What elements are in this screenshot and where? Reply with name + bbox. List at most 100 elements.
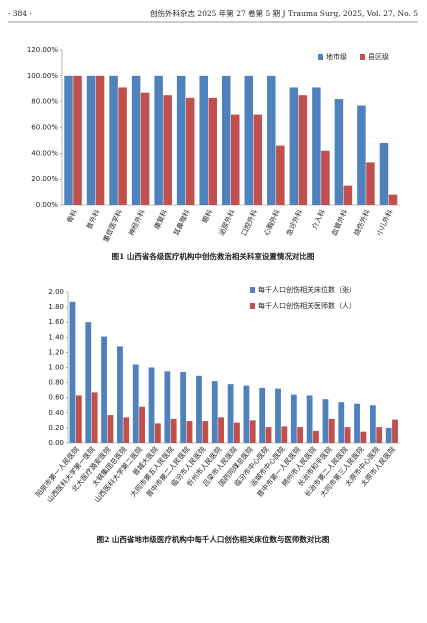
bar [140, 92, 150, 205]
x-tick-label: 眼科 [200, 208, 214, 224]
figure-caption: 图2 山西省地市级医疗机构中每千人口创伤相关床位数与医师数对比图 [97, 534, 330, 544]
bar [328, 418, 335, 443]
bar [289, 87, 299, 205]
bar [95, 75, 105, 205]
bar [107, 415, 114, 443]
bar [208, 97, 217, 205]
bar [91, 392, 98, 443]
x-tick-label: 普外科 [84, 208, 101, 231]
bar [306, 395, 313, 443]
y-tick-label: 0.00% [36, 201, 59, 209]
y-tick-label: 120.00% [27, 46, 58, 54]
y-tick-label: 1.40 [48, 333, 64, 341]
bar [211, 381, 218, 443]
bar [313, 430, 319, 443]
y-tick-label: 2.00 [48, 288, 64, 296]
bar [132, 364, 139, 443]
y-tick-label: 0.40 [48, 409, 64, 417]
bar [276, 145, 285, 205]
bar [154, 75, 163, 205]
running-header: 创伤外科杂志 2025 年第 27 卷第 5 期 J Trauma Surg, … [150, 8, 418, 18]
bar [297, 427, 304, 443]
bar [85, 322, 92, 443]
bar [338, 402, 345, 443]
y-tick-label: 0.20 [48, 424, 64, 432]
bar [344, 427, 351, 443]
x-tick-label: 急诊外科 [284, 208, 304, 237]
bar [290, 394, 297, 443]
y-tick-label: 20.00% [31, 175, 58, 183]
bar [259, 387, 266, 443]
bar [199, 75, 208, 205]
x-tick-label: 口腔外科 [239, 208, 259, 237]
bar [265, 427, 272, 443]
x-tick-label: 烧伤外科 [352, 208, 372, 237]
x-tick-label: 重症医学科 [101, 208, 124, 244]
bar [244, 75, 254, 205]
bar [123, 417, 130, 443]
y-tick-label: 1.80 [48, 303, 64, 311]
bar [354, 403, 360, 443]
legend-swatch [250, 303, 255, 309]
legend-label: 每千人口创伤相关医师数（人） [258, 301, 356, 310]
bar [221, 75, 231, 205]
x-tick-label: 心胸外科 [262, 208, 282, 237]
bar [253, 114, 263, 205]
bar [227, 384, 234, 443]
y-tick-label: 80.00% [31, 98, 58, 106]
bar [388, 194, 398, 205]
bar [101, 336, 108, 443]
x-tick-label: 小儿外科 [374, 208, 394, 237]
y-tick-label: 40.00% [31, 149, 58, 157]
x-tick-label: 康复科 [152, 208, 169, 231]
bar [343, 185, 353, 205]
bar [185, 97, 195, 205]
y-tick-label: 1.00 [48, 364, 64, 372]
y-tick-label: 0.60 [48, 394, 64, 402]
bar [369, 405, 376, 443]
bar [243, 385, 250, 443]
bar [322, 399, 329, 443]
x-tick-label: 神经外科 [127, 208, 147, 237]
bar [298, 95, 308, 205]
x-tick-label: 泌尿外科 [217, 208, 237, 237]
y-tick-label: 1.60 [48, 318, 64, 326]
bar [163, 95, 172, 205]
bar [267, 75, 276, 205]
bar [170, 418, 177, 443]
y-tick-label: 1.20 [48, 348, 64, 356]
bar [139, 406, 145, 443]
bar [196, 375, 202, 443]
bar [379, 143, 389, 205]
y-tick-label: 100.00% [27, 72, 58, 80]
x-tick-label: 耳鼻喉科 [172, 208, 192, 237]
bar [275, 388, 281, 443]
legend-swatch [318, 54, 323, 60]
bar [376, 427, 383, 443]
bar [148, 367, 155, 443]
bar [281, 426, 288, 443]
bar [202, 421, 209, 443]
bar [118, 87, 127, 205]
bar [234, 422, 240, 443]
legend-label: 地市级 [326, 52, 347, 61]
bar [69, 301, 76, 443]
bar [164, 371, 171, 443]
bar [180, 372, 187, 443]
y-tick-label: 60.00% [31, 124, 58, 132]
bar [64, 75, 73, 205]
bar [321, 150, 330, 205]
bar [218, 417, 225, 443]
bar [334, 99, 344, 205]
bar [109, 75, 118, 205]
bar [385, 427, 392, 443]
y-tick-label: 0.00 [48, 439, 64, 447]
page-number: · 384 · [8, 9, 32, 18]
legend-label: 县区级 [368, 52, 389, 61]
figure-caption: 图1 山西省各级医疗机构中创伤救治相关科室设置情况对比图 [112, 251, 315, 261]
bar [312, 87, 321, 205]
bar [75, 395, 82, 443]
bar [131, 75, 141, 205]
bar [186, 421, 193, 443]
